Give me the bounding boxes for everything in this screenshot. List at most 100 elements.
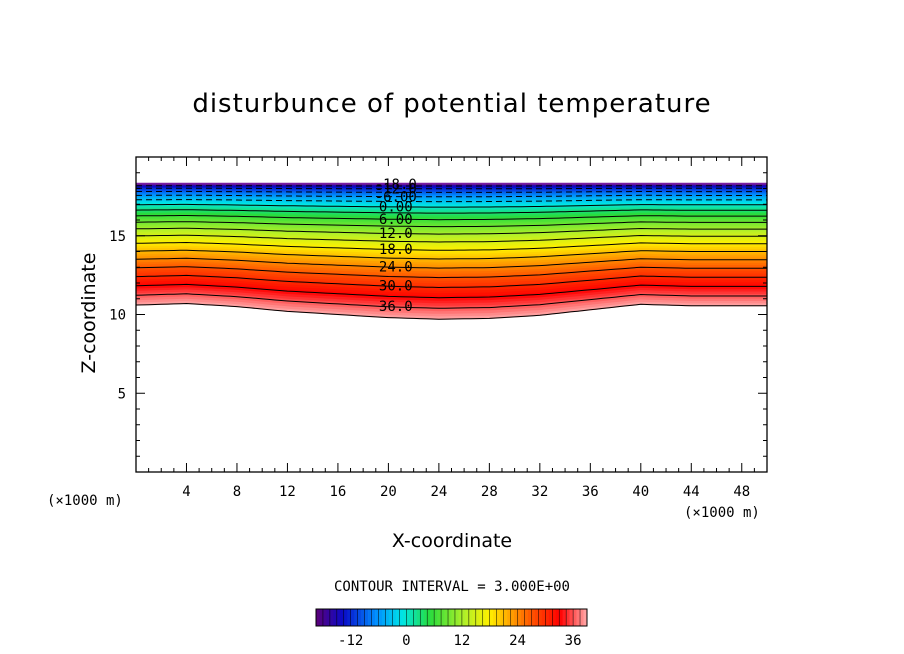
colorbar-cell — [434, 609, 438, 626]
colorbar-cell — [569, 609, 574, 626]
fill-band — [136, 284, 767, 302]
colorbar-cell — [559, 609, 563, 626]
fill-band — [136, 261, 767, 275]
colorbar-cell — [392, 609, 397, 626]
y-unit-label: (×1000 m) — [684, 505, 760, 521]
fill-band — [136, 215, 767, 223]
fill-band — [136, 287, 767, 304]
fill-band — [136, 282, 767, 299]
colorbar-cell — [375, 609, 379, 626]
y-tick-label: 15 — [109, 229, 126, 245]
x-tick-label: 36 — [582, 484, 599, 500]
colorbar-cell — [448, 609, 452, 626]
fill-band — [136, 265, 767, 280]
colorbar-cell — [503, 609, 508, 626]
colorbar-cell — [420, 609, 424, 626]
x-tick-label: 24 — [430, 484, 447, 500]
colorbar-cell — [531, 609, 536, 626]
fill-band — [136, 259, 767, 273]
fill-band — [136, 229, 767, 239]
fill-band — [136, 214, 767, 221]
contour-line — [135, 293, 767, 309]
x-tick-label: 40 — [632, 484, 649, 500]
fill-band — [136, 220, 767, 228]
colorbar-frame — [315, 608, 588, 627]
colorbar-cell — [444, 609, 449, 626]
colorbar-cell — [566, 609, 570, 626]
colorbar-tick-label: 12 — [453, 633, 470, 649]
colorbar-cell — [500, 609, 504, 626]
colorbar-cell — [486, 609, 491, 626]
colorbar-cell — [441, 609, 445, 626]
contour-label: 36.0 — [379, 299, 413, 315]
colorbar-cell — [371, 609, 376, 626]
colorbar-cell — [354, 609, 358, 626]
colorbar-tick-label: -12 — [338, 633, 363, 649]
fill-band — [136, 296, 767, 315]
colorbar-cell — [385, 609, 390, 626]
colorbar-cell — [343, 609, 348, 626]
fill-band — [136, 269, 767, 284]
colorbar-cell — [427, 609, 431, 626]
colorbar-tick-label: 36 — [565, 633, 582, 649]
fill-band — [136, 218, 767, 226]
colorbar-tick-label: 0 — [402, 633, 410, 649]
contour-line — [135, 249, 767, 260]
colorbar-cell — [493, 609, 497, 626]
colorbar-cell — [388, 609, 393, 626]
fill-band — [136, 243, 767, 255]
colorbar-cell — [333, 609, 338, 626]
colorbar-cell — [423, 609, 428, 626]
colorbar-cell — [475, 609, 480, 626]
x-tick-label: 12 — [279, 484, 296, 500]
fill-band — [136, 236, 767, 247]
fill-band — [136, 276, 767, 292]
fill-band — [136, 202, 767, 207]
fill-band — [136, 289, 767, 307]
y-tick-label: 5 — [118, 386, 126, 402]
colorbar-cell — [482, 609, 487, 626]
fill-band — [136, 223, 767, 231]
contour-line — [136, 194, 767, 198]
y-tick-label: 10 — [109, 308, 126, 324]
colorbar-cell — [319, 609, 324, 626]
colorbar-tick-label: 24 — [509, 633, 526, 649]
x-tick-label: 20 — [380, 484, 397, 500]
colorbar-cell — [413, 609, 418, 626]
fill-band — [136, 245, 767, 257]
colorbar-cell — [454, 609, 459, 626]
fill-band — [136, 201, 767, 206]
colorbar-cell — [576, 609, 581, 626]
fill-band — [136, 212, 767, 219]
fill-band — [136, 247, 767, 259]
x-axis-label: X-coordinate — [392, 530, 512, 552]
colorbar-cell — [361, 609, 365, 626]
contour-label: -18.0 — [375, 177, 417, 193]
contour-line — [136, 187, 767, 190]
x-unit-label: (×1000 m) — [47, 493, 123, 509]
colorbar-cell — [479, 609, 484, 626]
colorbar-cell — [534, 609, 539, 626]
axes — [135, 156, 768, 473]
colorbar-cell — [406, 609, 411, 626]
fill-band — [136, 240, 767, 251]
contour-line — [135, 257, 767, 269]
fill-band — [136, 233, 767, 243]
colorbar-cell — [496, 609, 501, 626]
y-axis-label: Z-coordinate — [78, 253, 100, 374]
fill-band — [136, 217, 767, 224]
colorbar-cell — [527, 609, 532, 626]
contour-label: 18.0 — [379, 242, 413, 258]
colorbar-cell — [378, 609, 383, 626]
x-tick-label: 44 — [683, 484, 700, 500]
fill-band — [136, 301, 767, 320]
fill-band — [136, 294, 767, 312]
contour-label: 6.00 — [379, 212, 413, 228]
chart-title: disturbunce of potential temperature — [192, 89, 711, 119]
fill-band — [136, 298, 767, 318]
fill-band — [136, 200, 767, 205]
contour-line — [136, 203, 767, 208]
fill-band — [136, 255, 767, 268]
colorbar-cell — [395, 609, 400, 626]
